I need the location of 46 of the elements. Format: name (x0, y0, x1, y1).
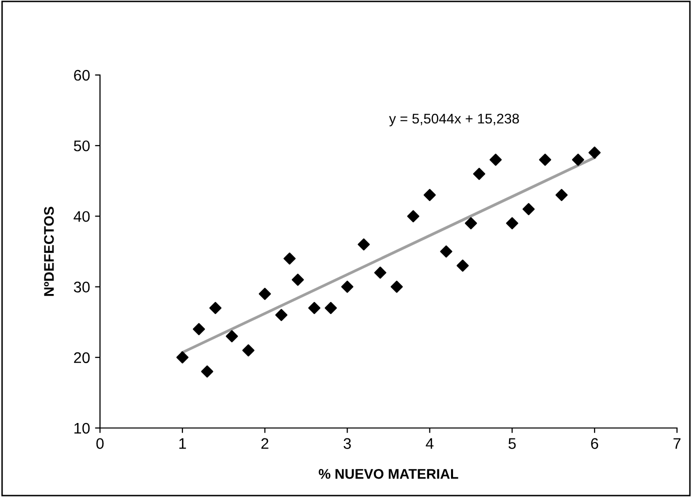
point (242, 344, 254, 356)
y-tick-label: 30 (74, 282, 90, 292)
point (522, 203, 535, 216)
point (374, 266, 386, 279)
point (292, 274, 304, 286)
point (390, 280, 403, 293)
point (539, 154, 552, 166)
point (209, 302, 222, 314)
point (456, 260, 469, 272)
y-tick-label: 50 (74, 140, 90, 152)
annotation: y = 5,5044x + 15,238 (389, 114, 519, 126)
point (341, 280, 354, 293)
point (506, 217, 518, 230)
y-axis-title: NºDEFECTOS (44, 206, 54, 296)
point (572, 154, 584, 166)
point (308, 302, 320, 314)
point (201, 365, 214, 378)
x-tick-label: 5 (508, 438, 516, 449)
x-tick-label: 1 (179, 438, 186, 449)
x-tick-label: 7 (674, 438, 680, 449)
point (440, 245, 452, 258)
x-axis-title: % NUEVO MATERIAL (318, 468, 458, 479)
point (324, 302, 337, 314)
point (556, 188, 568, 202)
point (176, 351, 189, 364)
point (192, 323, 205, 336)
y-tick-label: 10 (74, 422, 90, 434)
point (588, 146, 601, 159)
point (407, 210, 420, 222)
y-tick-label: 60 (74, 70, 90, 81)
point (424, 188, 436, 202)
x-tick-label: 0 (96, 438, 104, 449)
x-tick-label: 2 (261, 438, 268, 449)
y-tick-label: 40 (74, 211, 90, 222)
point (358, 238, 370, 251)
point (464, 217, 478, 230)
point (226, 330, 238, 342)
point (258, 288, 271, 300)
point (284, 252, 296, 265)
x-tick-label: 6 (591, 438, 598, 449)
point (275, 308, 288, 322)
x-tick-label: 3 (344, 438, 351, 449)
point (490, 154, 502, 166)
point (473, 168, 486, 180)
y-tick-label: 20 (74, 352, 90, 364)
x-tick-label: 4 (426, 438, 434, 449)
